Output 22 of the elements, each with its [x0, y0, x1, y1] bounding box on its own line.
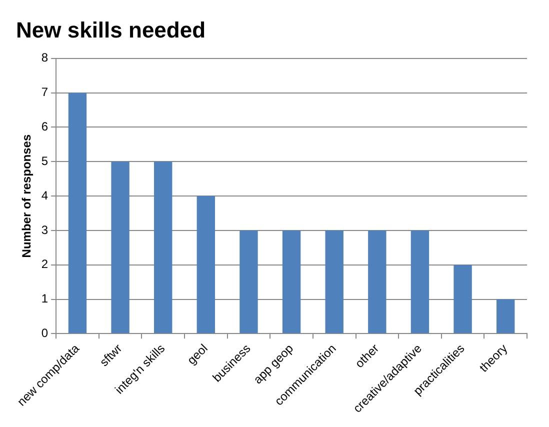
- y-tick-label: 7: [41, 85, 48, 100]
- bar: [496, 299, 515, 334]
- bar: [282, 230, 301, 334]
- bar: [196, 196, 216, 334]
- y-tick-label: 0: [41, 326, 48, 340]
- y-axis-title: Number of responses: [20, 134, 34, 258]
- y-tick-label: 3: [41, 222, 48, 237]
- y-tick-label: 6: [41, 120, 48, 134]
- bar: [325, 230, 344, 334]
- y-tick-label: 8: [41, 50, 48, 65]
- y-tick-label: 1: [41, 292, 48, 306]
- bar: [68, 92, 87, 334]
- chart-title: New skills needed: [16, 17, 206, 42]
- bar: [111, 162, 130, 334]
- bar: [240, 230, 258, 334]
- y-tick-label: 4: [41, 188, 48, 202]
- bar: [154, 162, 172, 334]
- bar: [368, 230, 386, 334]
- bar: [454, 264, 472, 334]
- bar: [410, 230, 430, 334]
- y-tick-label: 5: [41, 154, 48, 168]
- y-tick-label: 2: [41, 257, 48, 272]
